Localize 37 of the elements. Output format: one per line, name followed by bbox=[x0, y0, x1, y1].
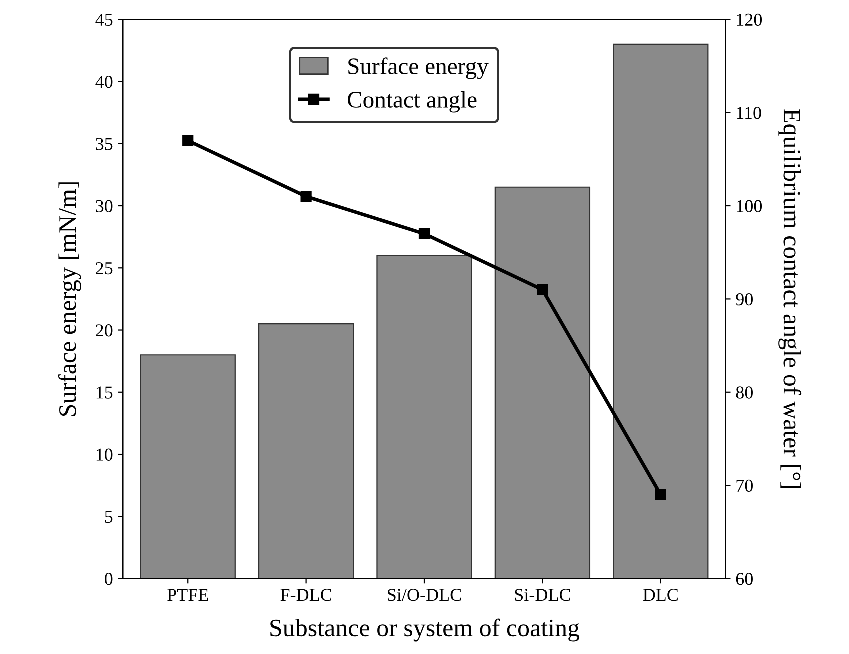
x-tick-label: F-DLC bbox=[280, 589, 332, 602]
bar bbox=[258, 324, 354, 579]
y2-tick-label: 80 bbox=[736, 386, 753, 399]
point bbox=[300, 191, 312, 202]
x-tick-label: PTFE bbox=[168, 589, 208, 602]
y-tick-label: 25 bbox=[96, 262, 113, 275]
x-tick-label: Si/O-DLC bbox=[388, 589, 462, 602]
y-tick-label: 20 bbox=[96, 324, 113, 337]
y-axis-title: Surface energy [mN/m] bbox=[58, 182, 82, 416]
y2-tick-label: 120 bbox=[737, 14, 762, 26]
y-tick-label: 35 bbox=[96, 138, 113, 150]
y-tick-label: 30 bbox=[96, 200, 113, 212]
point bbox=[537, 284, 548, 296]
bar bbox=[613, 44, 709, 579]
bar bbox=[140, 354, 236, 579]
y-tick-label: 5 bbox=[105, 511, 113, 524]
x-tick-label: Si-DLC bbox=[515, 589, 570, 602]
y-tick-label: 0 bbox=[105, 573, 113, 586]
point bbox=[655, 489, 666, 500]
y2-axis-title: Equilibrium contact angle of water [°] bbox=[778, 109, 802, 488]
y2-tick-label: 100 bbox=[737, 200, 762, 212]
y2-tick-label: 60 bbox=[736, 573, 753, 586]
y-tick-label: 45 bbox=[96, 14, 113, 26]
point bbox=[182, 135, 194, 146]
y2-tick-label: 70 bbox=[736, 480, 753, 492]
y-tick-label: 40 bbox=[96, 76, 113, 88]
bar bbox=[494, 186, 591, 579]
y2-tick-label: 90 bbox=[736, 293, 753, 306]
bar bbox=[376, 255, 472, 579]
point bbox=[418, 228, 430, 240]
x-tick-label: DLC bbox=[643, 589, 678, 602]
legend-label: Contact angle bbox=[348, 91, 477, 113]
x-axis-title: Substance or system of coating bbox=[270, 618, 580, 642]
y-tick-label: 15 bbox=[96, 386, 113, 399]
y2-tick-label: 110 bbox=[737, 107, 762, 120]
legend-label: Surface energy bbox=[348, 58, 489, 80]
y-tick-label: 10 bbox=[96, 448, 113, 461]
